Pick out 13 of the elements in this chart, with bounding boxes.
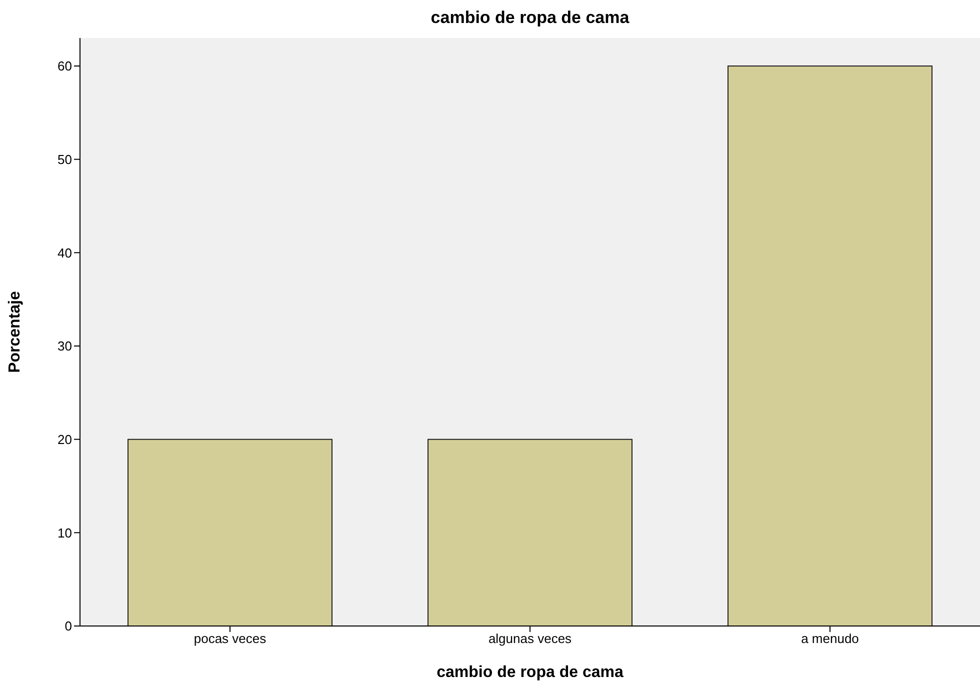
x-axis-title: cambio de ropa de cama	[436, 664, 624, 681]
y-tick-label: 50	[58, 152, 72, 167]
y-tick-label: 0	[64, 618, 72, 634]
x-tick-label: pocas veces	[194, 631, 267, 646]
y-tick-label: 10	[58, 525, 72, 540]
y-tick-label: 30	[58, 338, 72, 354]
x-tick-label: algunas veces	[488, 631, 572, 646]
y-tick-label: 20	[58, 432, 72, 447]
y-tick-label: 40	[58, 245, 72, 260]
y-axis-title: Porcentaje	[6, 290, 24, 373]
x-tick-label: a menudo	[801, 631, 859, 646]
chart-title: cambio de ropa de cama	[430, 8, 630, 28]
y-tick-label: 60	[58, 58, 72, 74]
